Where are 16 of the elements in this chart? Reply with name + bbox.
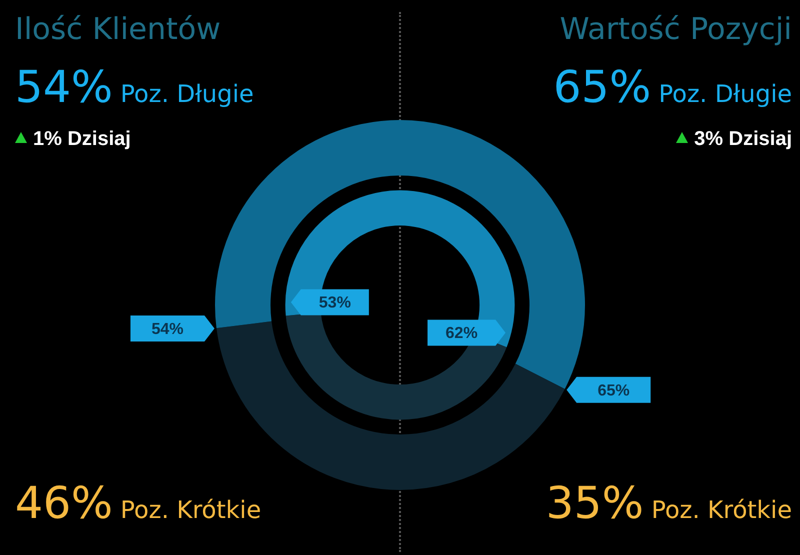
text: 54%: [15, 62, 113, 113]
text: 65%: [553, 62, 652, 113]
slice-label: Poz. Długie: [658, 80, 792, 108]
text: 1% Dzisiaj: [33, 128, 131, 150]
data-label: 53%: [318, 294, 351, 312]
data-label: 35%: [546, 478, 644, 529]
data-label: 65%: [598, 382, 630, 400]
chart-title: Wartość Pozycji: [560, 12, 792, 47]
slice-label: Poz. Krótkie: [119, 496, 262, 524]
data-label: 62%: [446, 325, 478, 342]
slice-label: Poz. Długie: [119, 80, 254, 108]
data-label: 54%: [151, 320, 184, 338]
chart-title: Ilość Klientów: [15, 12, 221, 47]
text: 3% Dzisiaj: [694, 128, 792, 150]
slice-label: Poz. Krótkie: [650, 496, 792, 524]
data-label: 46%: [15, 478, 113, 529]
